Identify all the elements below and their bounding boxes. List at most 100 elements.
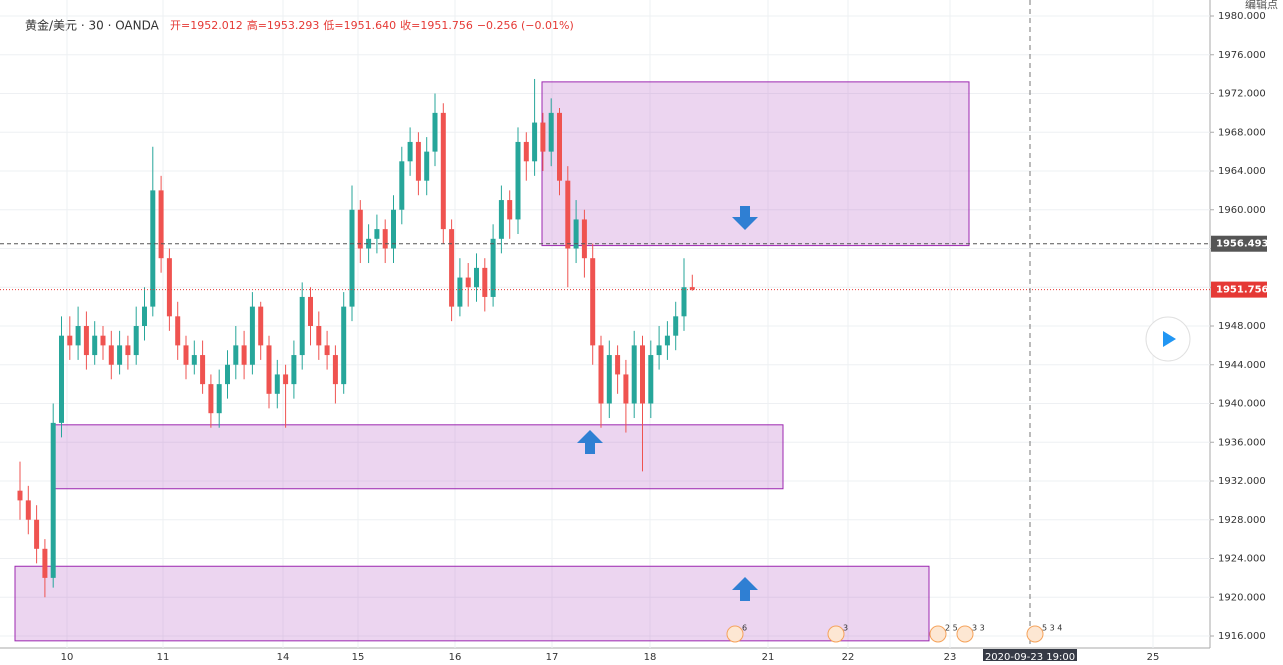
y-tick-label: 1972.000: [1218, 89, 1266, 100]
price-label-bg: [1211, 281, 1267, 298]
candle-body: [283, 374, 289, 385]
arrow: [732, 577, 758, 601]
candle-body: [158, 190, 164, 259]
candle-body: [440, 112, 446, 230]
candle-body: [25, 500, 31, 520]
y-tick-label: 1948.000: [1218, 321, 1266, 332]
candle-body: [615, 355, 621, 375]
candle-body: [673, 316, 679, 336]
candle-body: [50, 422, 56, 578]
ohlc-value: 开=1952.012: [170, 19, 243, 32]
event-label: 3 3: [972, 624, 985, 633]
price-label: 1951.756: [1216, 285, 1269, 296]
candle-body: [523, 141, 529, 162]
candle-body: [332, 355, 338, 385]
zone: [51, 424, 784, 490]
candle-body: [34, 519, 40, 549]
candle-body: [125, 345, 131, 356]
candle-body: [175, 316, 181, 346]
ohlc-value: 高=1953.293: [247, 18, 320, 32]
candle-body: [540, 122, 546, 152]
candle-body: [133, 326, 139, 356]
candle-body: [324, 345, 330, 356]
candle-body: [449, 229, 455, 307]
crosshair-label-bg: [983, 649, 1077, 661]
y-tick-label: 1960.000: [1218, 205, 1266, 216]
candle-body: [258, 306, 264, 346]
candle-body: [266, 345, 272, 394]
candle-body: [407, 141, 413, 162]
zone: [541, 81, 970, 247]
symbol: 黄金/美元 · 30 · OANDA: [25, 18, 160, 33]
event-label: 5 3 4: [1042, 624, 1062, 633]
candle-body: [490, 238, 496, 297]
candle-body: [249, 306, 255, 365]
candle-body: [415, 141, 421, 181]
y-tick-label: 1968.000: [1218, 127, 1266, 138]
candle-body: [557, 112, 562, 181]
candle-body: [623, 374, 629, 404]
x-tick-label: 21: [762, 652, 775, 661]
candle-body: [465, 277, 471, 288]
x-tick-label: 25: [1147, 652, 1160, 661]
event-marker: [929, 625, 947, 643]
event-label: 3: [843, 624, 848, 633]
candle-body: [208, 384, 214, 414]
candle-body: [142, 306, 147, 326]
candle-body: [349, 209, 355, 307]
arrow: [732, 206, 758, 230]
x-tick-label: 15: [352, 652, 365, 661]
corner-text: 编辑点: [1245, 0, 1278, 11]
y-tick-label: 1928.000: [1218, 515, 1266, 526]
candle-body: [548, 112, 554, 152]
candle-body: [291, 355, 297, 385]
candle-body: [308, 296, 313, 326]
event-marker: [827, 625, 845, 643]
y-tick-label: 1976.000: [1218, 50, 1266, 61]
candle-body: [474, 267, 479, 288]
y-tick-label: 1964.000: [1218, 166, 1266, 177]
x-tick-label: 16: [449, 652, 462, 661]
candle-body: [341, 306, 347, 385]
candle-body: [391, 209, 396, 249]
ohlc: 开=1952.012 高=1953.293 低=1951.640 收=1951.756…: [170, 18, 574, 32]
y-tick-label: 1940.000: [1218, 399, 1266, 410]
candle-body: [532, 122, 538, 162]
candle-body: [83, 326, 89, 356]
candle-body: [424, 151, 430, 181]
candle-body: [482, 267, 488, 297]
ohlc-value: 收=1951.756: [400, 18, 473, 32]
candle-body: [191, 355, 197, 365]
candle-body: [366, 238, 372, 249]
candle-body: [374, 229, 380, 239]
candle-body: [274, 374, 280, 394]
candle-body: [67, 335, 73, 346]
candle-body: [432, 112, 438, 152]
x-tick-label: 14: [277, 652, 290, 661]
candle-body: [183, 345, 189, 365]
zone: [14, 565, 930, 642]
price-label-bg: [1211, 235, 1267, 252]
event-marker: [956, 625, 974, 643]
price-label: 1956.493: [1216, 239, 1269, 250]
x-tick-label: 2020-09-23 19:00: [985, 652, 1075, 661]
candle-body: [42, 548, 48, 578]
candle-body: [640, 345, 645, 404]
candle-body: [631, 345, 637, 404]
x-tick-label: 10: [61, 652, 74, 661]
candle-body: [225, 364, 230, 385]
y-tick-label: 1916.000: [1218, 631, 1266, 642]
candle-body: [200, 355, 206, 385]
candle-body: [581, 219, 587, 259]
event-marker: [726, 625, 744, 643]
candle-body: [17, 490, 23, 501]
candle-body: [507, 200, 513, 220]
candle-body: [515, 141, 521, 220]
x-tick-label: 17: [546, 652, 559, 661]
x-tick-label: 23: [944, 652, 957, 661]
ohlc-value: 低=1951.640: [323, 19, 396, 32]
candle-body: [108, 345, 114, 365]
candle-body: [100, 335, 106, 346]
candle-body: [299, 296, 305, 356]
